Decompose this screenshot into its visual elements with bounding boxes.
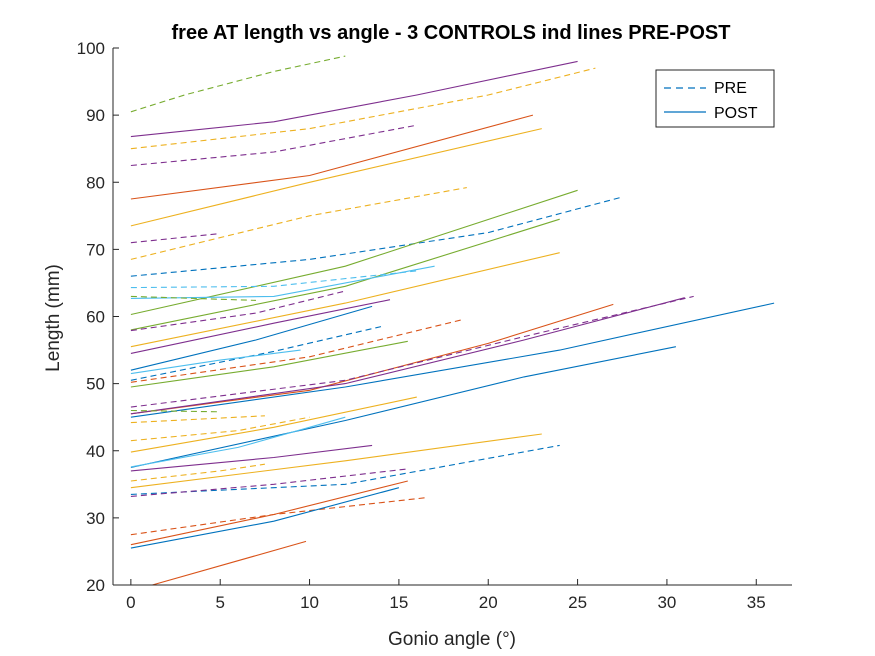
series-line-41 [152, 540, 307, 586]
y-tick-label-50: 50 [86, 375, 105, 394]
series-line-40 [130, 487, 400, 549]
legend-box [655, 69, 775, 128]
x-tick-label-35: 35 [747, 593, 766, 612]
y-tick-label-20: 20 [86, 576, 105, 595]
series-line-28 [130, 409, 221, 413]
series-line-27 [130, 346, 677, 469]
series-line-17 [130, 290, 346, 332]
axes: 0 5 10 15 20 25 30 35 20 30 40 50 60 70 80 90 100 [77, 39, 792, 612]
legend-post-label: POST [714, 105, 758, 122]
y-tick-label-60: 60 [86, 308, 105, 327]
series-line-21 [130, 349, 301, 375]
legend: PRE POST [655, 69, 775, 128]
x-tick-label-10: 10 [300, 593, 319, 612]
series-line-22 [130, 340, 408, 388]
series-line-35 [130, 444, 560, 495]
y-tick-label-70: 70 [86, 240, 105, 259]
series-line-9 [130, 233, 217, 244]
series-line-14 [130, 265, 435, 299]
series-line-32 [130, 416, 346, 468]
series-line-18 [130, 305, 373, 371]
series-line-20 [130, 319, 462, 383]
series-line-3 [130, 67, 596, 150]
y-tick-label-90: 90 [86, 106, 105, 125]
series-line-37 [130, 463, 265, 482]
series-line-30 [130, 396, 417, 453]
series-line-26 [130, 302, 775, 418]
series-line-13 [130, 270, 417, 289]
series-line-11 [130, 218, 560, 331]
series-line-5 [130, 114, 534, 200]
y-tick-label-30: 30 [86, 509, 105, 528]
x-tick-label-25: 25 [568, 593, 587, 612]
series-line-1 [130, 55, 346, 113]
legend-pre-label: PRE [714, 80, 747, 97]
chart-title: free AT length vs angle - 3 CONTROLS ind… [172, 22, 731, 44]
series-line-29 [130, 415, 265, 424]
x-tick-label-15: 15 [389, 593, 408, 612]
x-tick-label-30: 30 [657, 593, 676, 612]
y-tick-label-80: 80 [86, 173, 105, 192]
x-tick-label-5: 5 [215, 593, 224, 612]
x-axis-label: Gonio angle (°) [388, 629, 516, 650]
series-line-33 [130, 444, 373, 472]
series-line-34 [130, 433, 542, 489]
x-tick-label-0: 0 [126, 593, 135, 612]
plot-lines [130, 55, 775, 586]
series-line-4 [130, 124, 417, 167]
series-line-19 [130, 326, 382, 381]
series-line-16 [130, 299, 391, 354]
series-line-6 [130, 128, 542, 227]
series-line-15 [130, 295, 256, 301]
x-tick-label-20: 20 [479, 593, 498, 612]
series-line-36 [130, 468, 408, 497]
series-line-31 [130, 416, 310, 442]
y-tick-label-40: 40 [86, 442, 105, 461]
series-line-2 [130, 60, 578, 138]
series-line-39 [130, 480, 408, 546]
series-line-12 [130, 252, 560, 348]
series-line-25 [130, 297, 685, 415]
y-axis-label: Length (mm) [43, 264, 64, 372]
y-tick-label-100: 100 [77, 39, 105, 58]
series-line-7 [130, 187, 467, 260]
